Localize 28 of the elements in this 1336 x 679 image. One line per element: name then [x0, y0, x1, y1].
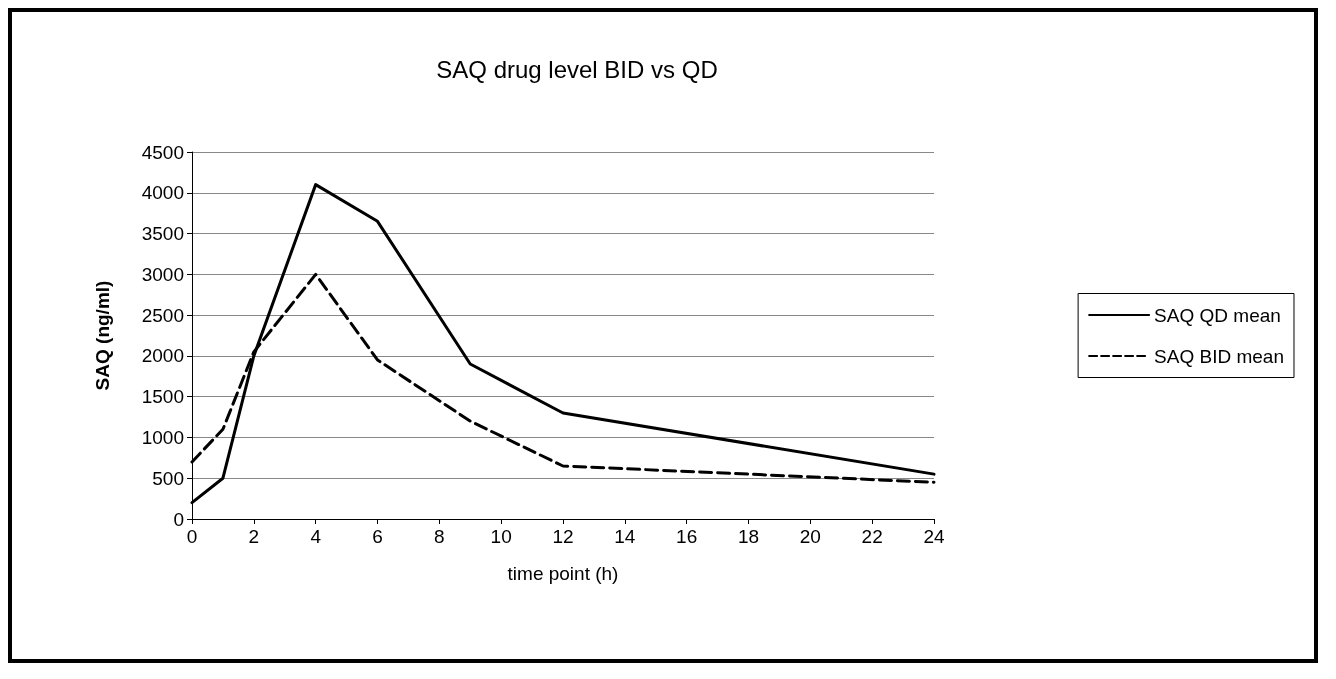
y-tick-label: 4500 [141, 141, 184, 163]
x-tick-label: 22 [861, 526, 883, 547]
y-tick-label: 3000 [141, 263, 184, 285]
x-tick-label: 18 [737, 526, 760, 547]
x-tick-label: 16 [676, 526, 698, 547]
x-tick-label: 6 [372, 526, 383, 547]
x-axis-title: time point (h) [507, 563, 619, 584]
y-tick-label: 1500 [141, 386, 184, 408]
y-tick-label: 4000 [141, 182, 184, 204]
y-tick-label: 3500 [141, 223, 184, 245]
x-tick-label: 2 [248, 526, 260, 547]
x-tick-label: 4 [310, 526, 322, 547]
y-tick-label: 500 [152, 467, 184, 489]
legend-label: SAQ BID mean [1154, 345, 1285, 367]
y-axis-title: SAQ (ng/ml) [92, 280, 113, 391]
legend-label: SAQ QD mean [1154, 304, 1281, 326]
x-tick-label: 8 [434, 526, 445, 547]
y-tick-label: 0 [173, 508, 184, 530]
y-tick-label: 2000 [141, 345, 184, 367]
x-tick-label: 14 [614, 526, 636, 547]
x-tick-label: 12 [552, 526, 574, 547]
x-tick-label: 0 [186, 526, 198, 547]
x-tick-label: 10 [490, 526, 512, 547]
x-tick-label: 24 [923, 526, 945, 547]
y-tick-label: 2500 [141, 304, 184, 326]
chart-title: SAQ drug level BID vs QD [436, 55, 718, 83]
y-tick-label: 1000 [141, 426, 184, 448]
x-tick-label: 20 [799, 526, 821, 547]
